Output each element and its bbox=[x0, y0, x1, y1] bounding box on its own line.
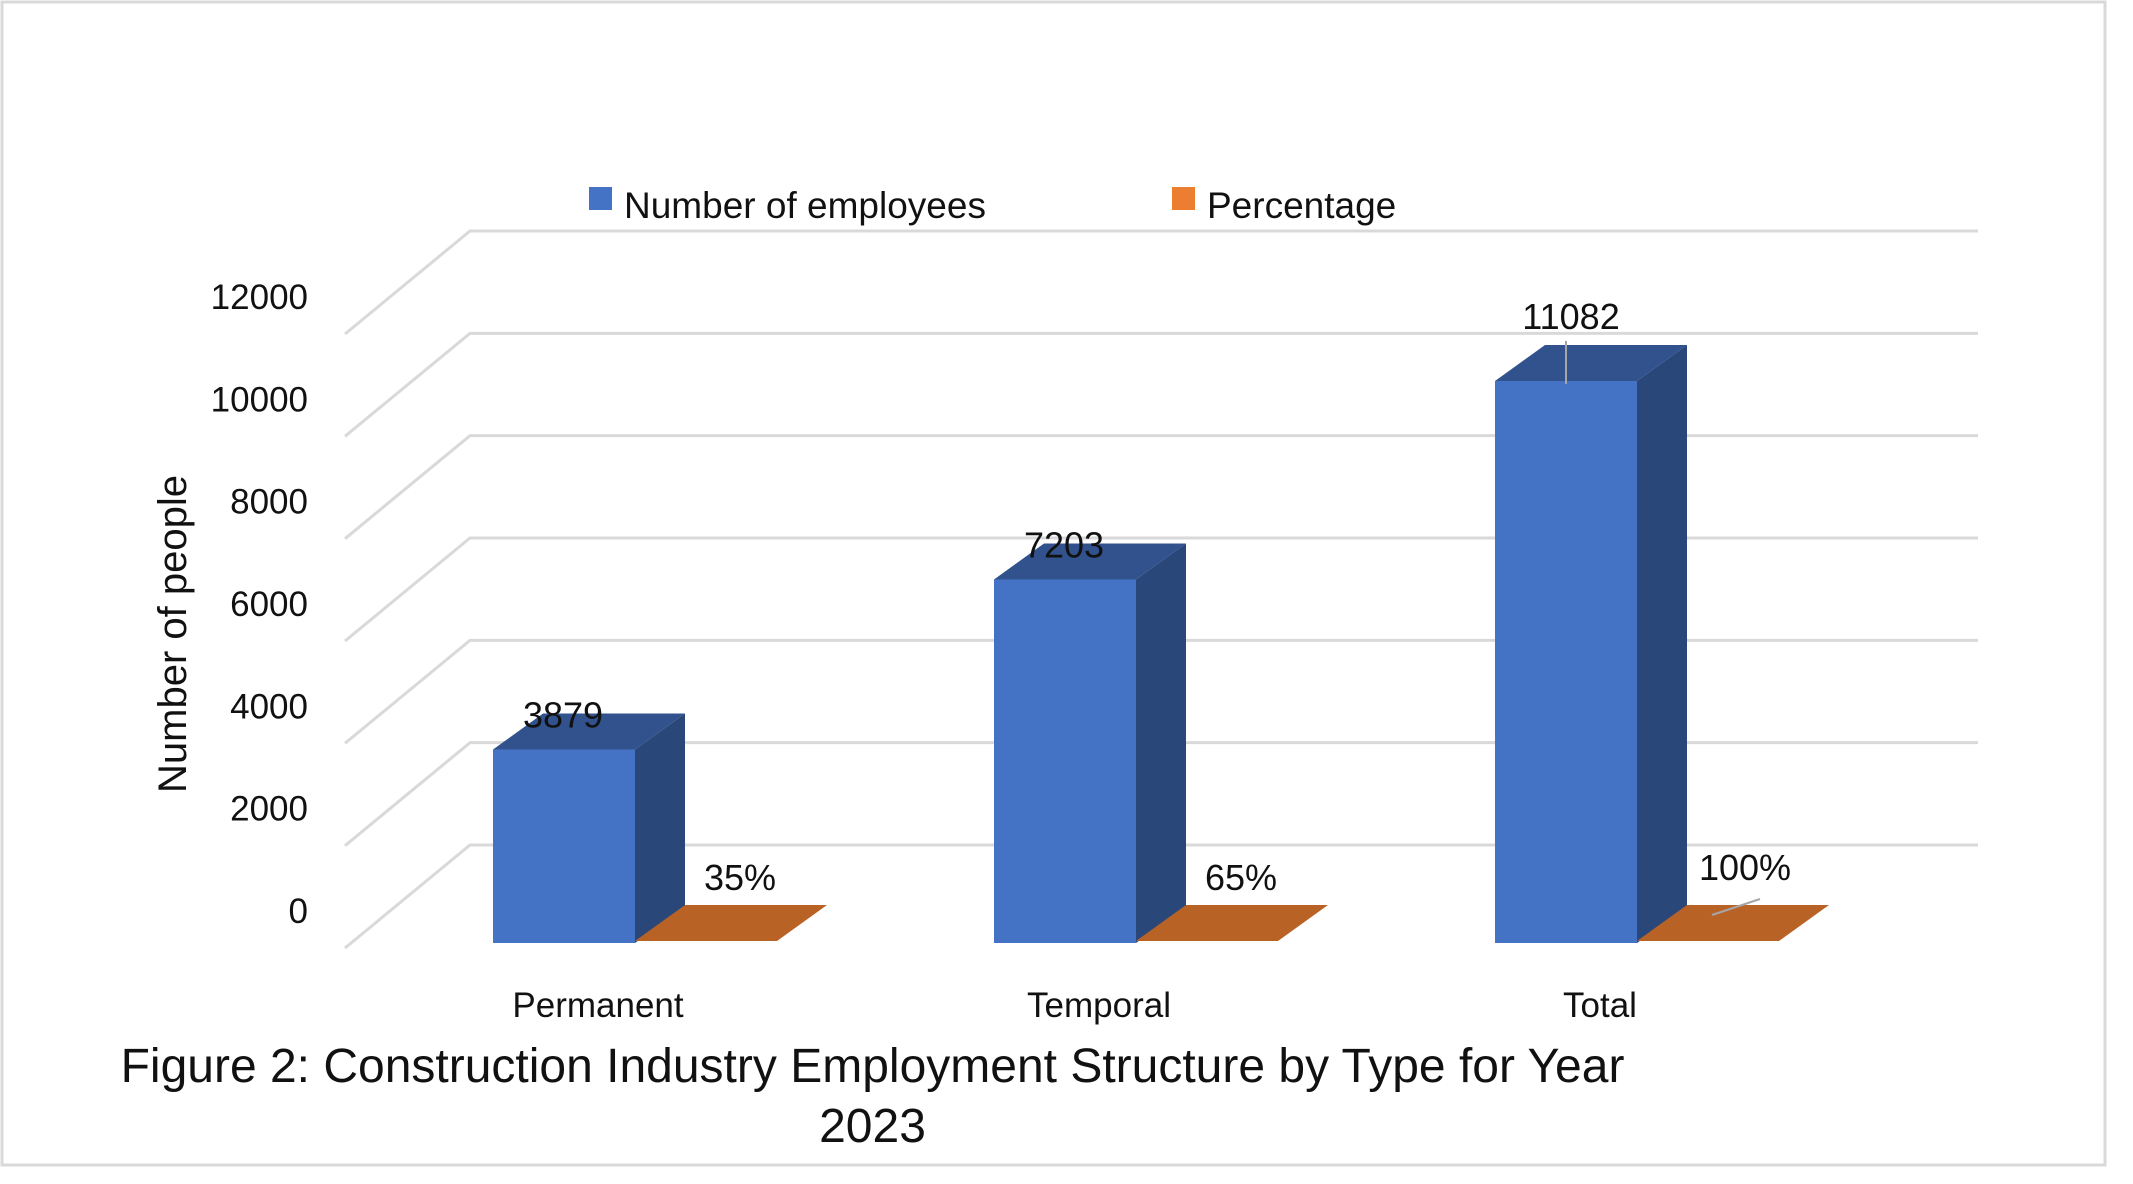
bar-employees-top bbox=[493, 713, 685, 750]
bar-employees-side bbox=[1637, 344, 1687, 943]
gridline bbox=[344, 434, 1978, 540]
data-label-percentage: 35% bbox=[704, 857, 776, 898]
data-label-employees: 7203 bbox=[1024, 524, 1104, 565]
y-tick-label: 12000 bbox=[211, 278, 308, 317]
y-tick-label: 10000 bbox=[211, 380, 308, 419]
y-tick-labels: 0 2000 4000 6000 8000 10000 12000 bbox=[211, 278, 308, 931]
figure-caption-line-1: Figure 2: Construction Industry Employme… bbox=[120, 1040, 1625, 1093]
gridline bbox=[344, 229, 1978, 336]
data-label-leader bbox=[1711, 898, 1761, 916]
gridline bbox=[344, 536, 1978, 643]
x-tick-labels: Permanent Temporal Total bbox=[512, 986, 1637, 1025]
bar-employees-top bbox=[1495, 344, 1687, 381]
legend-swatch bbox=[589, 187, 612, 210]
legend-label: Percentage bbox=[1207, 185, 1396, 226]
data-label-percentage: 100% bbox=[1699, 847, 1791, 888]
x-tick-label: Total bbox=[1563, 986, 1637, 1025]
bar-percentage bbox=[1637, 905, 1829, 941]
gridline bbox=[344, 638, 1978, 745]
bar-employees-top bbox=[994, 543, 1186, 580]
legend: Number of employees Percentage bbox=[589, 185, 1396, 226]
x-tick-label: Permanent bbox=[512, 986, 683, 1025]
data-label-percentage: 65% bbox=[1205, 857, 1277, 898]
bar-percentage bbox=[635, 905, 827, 941]
gridline bbox=[344, 741, 1978, 847]
legend-label: Number of employees bbox=[624, 185, 986, 226]
gridline bbox=[344, 843, 1978, 950]
data-label-employees: 3879 bbox=[523, 695, 603, 736]
gridlines bbox=[344, 229, 1978, 950]
y-tick-label: 2000 bbox=[230, 790, 308, 829]
legend-swatch bbox=[1172, 187, 1195, 210]
y-tick-label: 0 bbox=[289, 892, 308, 931]
y-tick-label: 4000 bbox=[230, 687, 308, 726]
bar-percentage bbox=[1136, 905, 1328, 941]
gridline bbox=[344, 331, 1978, 438]
bar-employees bbox=[1495, 380, 1637, 943]
y-tick-label: 6000 bbox=[230, 585, 308, 624]
x-tick-label: Temporal bbox=[1027, 986, 1171, 1025]
y-tick-label: 8000 bbox=[230, 483, 308, 522]
bar-employees bbox=[994, 579, 1136, 943]
bar-employees-side bbox=[635, 713, 685, 943]
y-axis-title: Number of people bbox=[151, 475, 195, 793]
data-labels: 3879 35% 7203 65% 11082 100% bbox=[523, 296, 1791, 916]
bars bbox=[493, 344, 1829, 943]
data-label-employees: 11082 bbox=[1522, 296, 1619, 337]
bar-employees bbox=[493, 749, 635, 943]
figure-caption-line-2: 2023 bbox=[819, 1100, 926, 1153]
bar-employees-side bbox=[1136, 543, 1186, 943]
